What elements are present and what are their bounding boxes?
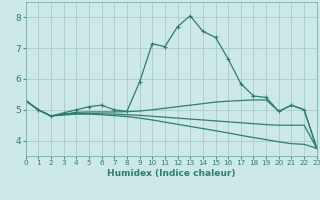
X-axis label: Humidex (Indice chaleur): Humidex (Indice chaleur) <box>107 169 236 178</box>
